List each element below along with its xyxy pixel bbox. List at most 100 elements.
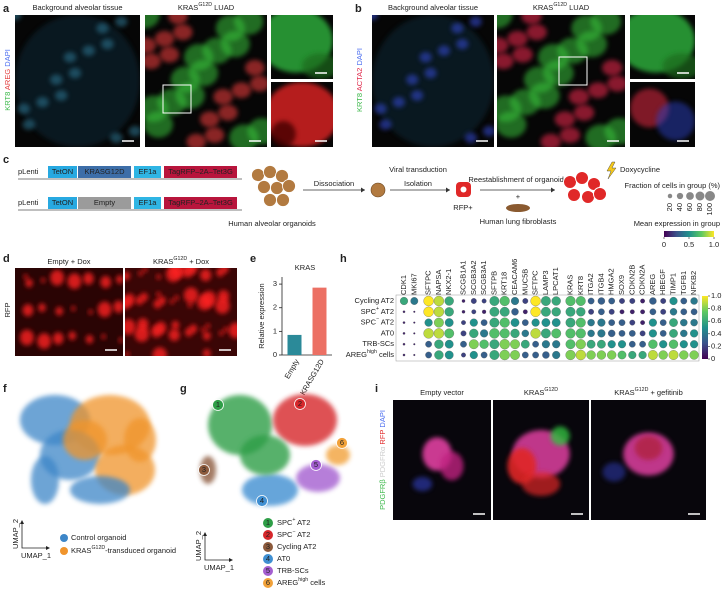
step-text: RFP+	[453, 203, 473, 212]
dot	[480, 319, 488, 326]
stain-region	[372, 15, 379, 21]
dot	[690, 329, 699, 338]
stain: RFP	[378, 430, 387, 445]
stain-region	[55, 306, 64, 316]
construct-part	[78, 197, 131, 209]
x-tick-label: KRASG12D	[298, 357, 326, 397]
legend-label: Control organoid	[71, 533, 126, 542]
construct-part	[78, 166, 131, 178]
row-label-sup: +	[376, 306, 379, 312]
dot	[461, 352, 466, 358]
dot	[552, 340, 561, 349]
construct-text: TetON	[52, 198, 73, 207]
dot	[480, 329, 489, 338]
dot	[522, 309, 528, 315]
stain-region	[215, 15, 246, 42]
stain-region	[145, 53, 161, 70]
step-text: Viral transduction	[389, 165, 447, 174]
image-title-rest: LUAD	[212, 3, 235, 12]
dot	[434, 317, 444, 328]
dot	[461, 310, 466, 314]
legend-label: AREGhigh cells	[277, 577, 326, 587]
dot	[480, 351, 488, 359]
dotplot-frame	[395, 294, 700, 362]
stain-region	[204, 127, 225, 144]
dot	[551, 318, 561, 327]
dot	[669, 329, 678, 338]
micrograph	[125, 268, 237, 356]
dot	[402, 353, 406, 357]
stain-region	[118, 337, 123, 343]
dot	[532, 351, 539, 359]
dot	[628, 350, 637, 360]
stain-region	[145, 37, 156, 54]
dot	[608, 308, 615, 315]
stain-region	[22, 119, 35, 130]
stain-region	[469, 16, 482, 27]
stain-region	[451, 22, 464, 34]
cluster-number: 1	[216, 400, 220, 409]
dot	[648, 318, 657, 327]
stain-region	[540, 133, 561, 147]
micrograph	[591, 400, 706, 520]
dot	[499, 295, 510, 307]
stain-region	[71, 305, 76, 312]
umap-axes	[204, 534, 231, 561]
dot	[658, 350, 668, 360]
image-title-sup: G12D	[198, 2, 212, 8]
dot	[444, 339, 454, 349]
rfp-organoid-cell	[575, 171, 589, 185]
dot	[413, 353, 416, 357]
stain-region	[38, 303, 46, 312]
size-legend-label: 100	[705, 203, 714, 216]
colorbar-tick-label: 0.2	[711, 341, 721, 350]
gene-label: TGFB1	[679, 271, 688, 295]
axis-title: UMAP_1	[21, 551, 51, 560]
stain-region	[559, 127, 581, 144]
axis-title: UMAP_2	[11, 519, 20, 549]
stain-region	[219, 330, 224, 336]
size-legend-dot	[705, 191, 715, 201]
stain-region	[662, 53, 695, 79]
stain-region	[83, 272, 94, 285]
cell-cloud	[242, 474, 298, 506]
dot	[649, 297, 657, 305]
stain-region	[142, 268, 148, 273]
dot	[638, 350, 647, 360]
dot	[413, 343, 416, 346]
size-legend-label: 20	[665, 203, 674, 211]
legend-marker	[263, 554, 273, 564]
dot	[542, 351, 550, 359]
dot	[423, 328, 434, 339]
dot	[520, 339, 530, 349]
dot	[565, 339, 576, 350]
cell-cloud	[273, 394, 337, 446]
dot	[413, 321, 416, 324]
size-legend-dot	[686, 192, 694, 200]
dot	[511, 308, 519, 316]
stain-region	[174, 295, 179, 301]
stain-region	[187, 302, 193, 308]
legend-label-sup: G12D	[91, 545, 105, 551]
row-label: SPC+ AT2	[361, 306, 394, 316]
arrow-head	[203, 532, 233, 562]
stain-region	[63, 51, 77, 63]
dot	[587, 329, 595, 338]
micrograph	[630, 82, 695, 147]
y-tick-label: 0	[273, 350, 277, 359]
row-label-sup: high	[367, 349, 377, 355]
stain-region	[215, 297, 230, 314]
dot	[470, 298, 477, 304]
row-label: AT0	[381, 328, 394, 337]
stain-region	[173, 24, 193, 41]
dot	[679, 340, 688, 349]
colorbar-tick-label: 1.0	[711, 291, 721, 300]
stain-region	[497, 37, 509, 54]
gene-label: KRAS	[565, 275, 574, 295]
row-label-base: SPC	[361, 307, 377, 316]
dot	[541, 318, 551, 327]
axis-title: Relative expression	[257, 283, 266, 348]
gene-label: CDKN2B	[627, 265, 636, 295]
legend-marker	[60, 547, 68, 555]
stain-region	[197, 294, 212, 311]
